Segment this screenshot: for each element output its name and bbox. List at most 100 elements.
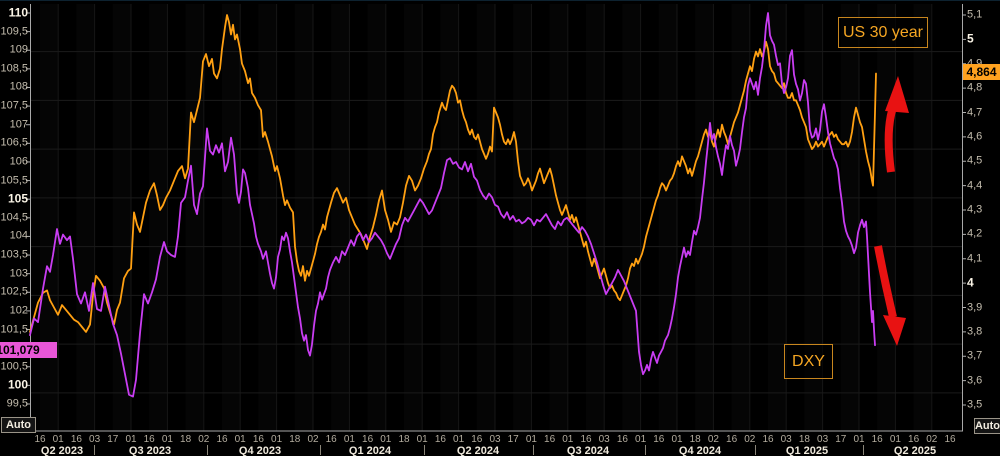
x-axis-date-tick: 03	[780, 434, 792, 445]
dxy-series-label-text: DXY	[792, 352, 825, 370]
x-axis-date-tick: 02	[926, 434, 938, 445]
auto-left-label: Auto	[5, 419, 32, 431]
right-axis-tick-label: 4,3	[967, 203, 983, 216]
x-axis-date-tick: 03	[89, 434, 101, 445]
left-axis-tick-label: 105	[7, 191, 28, 206]
dxy-last-value: 101,079	[0, 343, 40, 357]
x-axis-date-tick: 03	[817, 434, 829, 445]
x-axis-date-tick: 01	[416, 434, 428, 445]
x-axis-date-tick: 16	[616, 434, 628, 445]
right-axis-tick-label: 4,7	[967, 106, 983, 118]
x-axis-quarter-label: Q3 2023	[128, 445, 172, 456]
x-axis-quarter-label: Q2 2023	[40, 445, 84, 456]
right-axis-tick-label: 3,6	[967, 374, 983, 387]
auto-right-label: Auto	[974, 420, 1000, 432]
x-axis-date-tick: 17	[507, 434, 519, 445]
quarter-separator	[755, 445, 756, 455]
right-axis-auto-scale-button[interactable]: Auto	[974, 418, 1000, 434]
x-axis-date-tick: 01	[234, 434, 246, 445]
x-axis-date-tick: 16	[216, 434, 228, 445]
left-axis-tick-label: 106	[9, 155, 28, 168]
x-axis-date-tick: 18	[689, 434, 701, 445]
x-axis-date-tick: 17	[107, 434, 119, 445]
x-axis-date-tick: 17	[835, 434, 847, 445]
right-axis-tick-label: 3,9	[967, 301, 983, 313]
dxy-line	[29, 12, 876, 398]
x-axis-quarter-label: Q4 2024	[678, 445, 722, 456]
right-axis-tick-label: 3,5	[967, 398, 983, 411]
x-axis-date-tick: 01	[52, 434, 64, 445]
right-axis-tick-label: 4,4	[967, 179, 983, 192]
x-axis-quarter-label: Q1 2024	[348, 445, 392, 456]
left-axis-tick-label: 107,5	[0, 99, 28, 112]
gridlines	[30, 4, 963, 431]
left-axis-tick-label: 102,5	[0, 285, 28, 298]
x-axis-date-tick: 01	[889, 434, 901, 445]
us30y-series-label: US 30 year	[838, 17, 928, 48]
us30y-last-value-badge: 4,864	[963, 64, 1000, 80]
left-axis-tick-label: 100	[7, 377, 28, 392]
right-axis-tick-label: 3,8	[967, 325, 983, 338]
x-axis-date-tick: 16	[653, 434, 665, 445]
down-trend-arrow	[874, 245, 906, 346]
x-axis-date-tick: 16	[325, 434, 337, 445]
quarter-separator	[533, 445, 534, 455]
x-axis-date-tick: 01	[562, 434, 574, 445]
left-axis-tick-label: 103	[9, 267, 28, 280]
left-axis-tick-label: 106,5	[0, 136, 28, 149]
axes	[26, 4, 966, 432]
x-axis-date-tick: 01	[161, 434, 173, 445]
x-axis-date-tick: 01	[853, 434, 865, 445]
x-axis-date-tick: 01	[125, 434, 137, 445]
left-axis-tick-label: 108,5	[0, 62, 28, 75]
right-axis-tick-label: 4,8	[967, 81, 983, 94]
x-axis-date-tick: 18	[398, 434, 410, 445]
x-axis-date-tick: 01	[525, 434, 537, 445]
left-axis-auto-scale-button[interactable]: Auto	[1, 417, 36, 433]
right-axis-tick-label: 5,1	[967, 8, 983, 21]
us-30-year-line	[29, 14, 877, 333]
x-axis-date-tick: 16	[362, 434, 374, 445]
left-axis-tick-label: 109	[9, 43, 28, 56]
left-axis-tick-label: 104	[9, 229, 28, 242]
right-axis-tick-label: 4,9	[967, 58, 982, 69]
x-axis-date-tick: 16	[143, 434, 155, 445]
x-axis-date-tick: 16	[726, 434, 738, 445]
x-axis-date-tick: 01	[671, 434, 683, 445]
quarter-separator	[207, 445, 208, 455]
x-axis-date-tick: 02	[707, 434, 719, 445]
x-axis-quarter-label: Q3 2024	[566, 445, 610, 456]
x-axis-date-tick: 01	[453, 434, 465, 445]
right-axis-tick-label: 4	[967, 275, 974, 290]
x-axis-date-tick: 16	[70, 434, 82, 445]
left-axis-tick-label: 103,5	[0, 248, 28, 261]
quarter-separator	[863, 445, 864, 455]
x-axis-date-tick: 01	[343, 434, 355, 445]
right-axis-tick-label: 4,6	[967, 130, 983, 143]
x-axis-date-tick: 16	[544, 434, 556, 445]
quarter-separator	[94, 445, 95, 455]
x-axis-date-tick: 16	[34, 434, 46, 445]
left-axis-tick-label: 108	[9, 80, 28, 93]
x-axis-date-tick: 01	[271, 434, 283, 445]
us30y-series-label-text: US 30 year	[842, 23, 924, 41]
x-axis-date-tick: 03	[489, 434, 501, 445]
x-axis-date-tick: 16	[471, 434, 483, 445]
x-axis-quarter-label: Q1 2025	[785, 445, 829, 456]
right-axis-tick-label: 4,1	[967, 252, 983, 265]
dxy-series-label: DXY	[784, 344, 833, 379]
x-axis-date-tick: 16	[434, 434, 446, 445]
x-axis-date-tick: 18	[180, 434, 192, 445]
left-axis-tick-label: 99,5	[6, 397, 28, 410]
left-axis-tick-label: 109,5	[0, 25, 28, 38]
quarter-separator	[424, 445, 425, 455]
left-axis-tick-label: 110	[8, 5, 28, 20]
x-axis-date-tick: 01	[380, 434, 392, 445]
left-axis-tick-label: 107	[9, 118, 28, 131]
x-axis-date-tick: 02	[307, 434, 319, 445]
left-axis-tick-label: 104,5	[0, 211, 28, 224]
x-axis-date-tick: 02	[198, 434, 210, 445]
x-axis-date-tick: 02	[744, 434, 756, 445]
